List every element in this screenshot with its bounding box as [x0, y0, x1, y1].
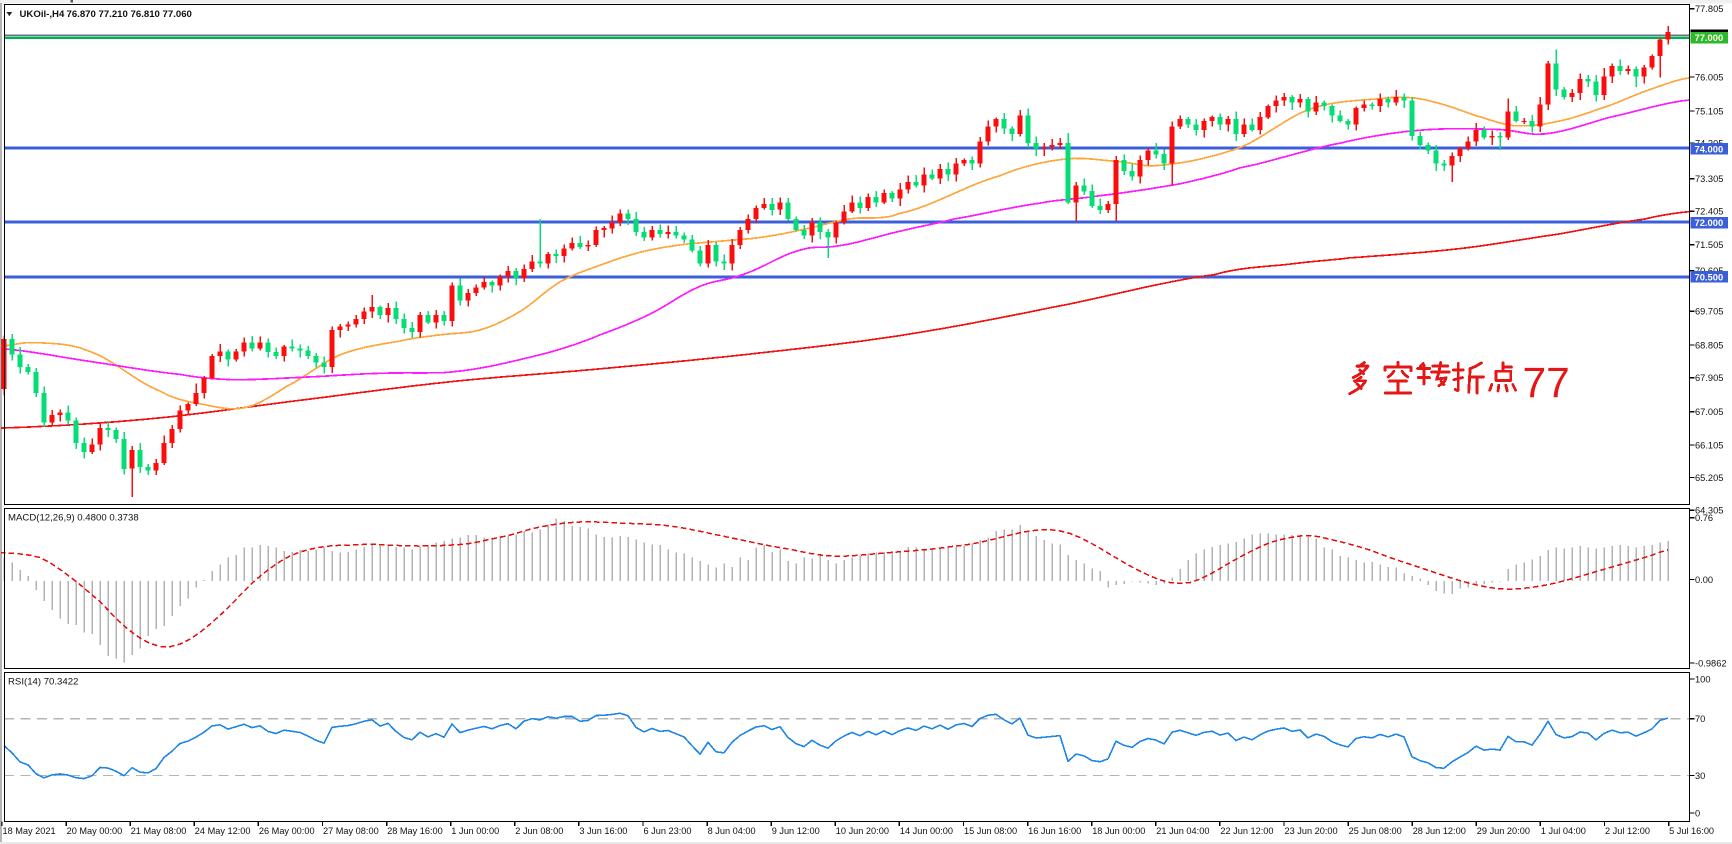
svg-text:76.005: 76.005 — [1695, 72, 1723, 82]
svg-text:22 Jun 12:00: 22 Jun 12:00 — [1220, 826, 1273, 836]
svg-text:23 Jun 20:00: 23 Jun 20:00 — [1285, 826, 1338, 836]
svg-text:26 May 00:00: 26 May 00:00 — [259, 826, 315, 836]
svg-text:74.000: 74.000 — [1695, 144, 1724, 155]
svg-text:73.305: 73.305 — [1695, 174, 1723, 184]
svg-text:2 Jun 08:00: 2 Jun 08:00 — [515, 826, 563, 836]
svg-text:75.105: 75.105 — [1695, 106, 1723, 116]
svg-text:6 Jun 23:00: 6 Jun 23:00 — [644, 826, 692, 836]
svg-text:21 Jun 04:00: 21 Jun 04:00 — [1156, 826, 1209, 836]
svg-text:70: 70 — [1695, 714, 1705, 724]
svg-text:77.805: 77.805 — [1695, 4, 1723, 14]
svg-text:1 Jun 00:00: 1 Jun 00:00 — [451, 826, 499, 836]
svg-text:70.500: 70.500 — [1695, 272, 1724, 283]
svg-text:18 May 2021: 18 May 2021 — [3, 826, 56, 836]
svg-text:77: 77 — [1523, 360, 1570, 407]
svg-text:76.870 77.210 76.810 77.060: 76.870 77.210 76.810 77.060 — [67, 9, 192, 20]
svg-text:-0.9862: -0.9862 — [1695, 658, 1727, 668]
svg-text:67.005: 67.005 — [1695, 407, 1723, 417]
svg-text:9 Jun 12:00: 9 Jun 12:00 — [772, 826, 820, 836]
svg-text:30: 30 — [1695, 771, 1705, 781]
svg-text:1 Jul 04:00: 1 Jul 04:00 — [1541, 826, 1586, 836]
svg-text:71.505: 71.505 — [1695, 240, 1723, 250]
svg-text:24 May 12:00: 24 May 12:00 — [195, 826, 251, 836]
svg-text:3 Jun 16:00: 3 Jun 16:00 — [579, 826, 627, 836]
svg-text:66.105: 66.105 — [1695, 440, 1723, 450]
svg-text:65.205: 65.205 — [1695, 473, 1723, 483]
svg-text:77.000: 77.000 — [1695, 32, 1724, 43]
svg-text:27 May 08:00: 27 May 08:00 — [323, 826, 379, 836]
svg-text:5 Jul 16:00: 5 Jul 16:00 — [1669, 826, 1714, 836]
svg-text:15 Jun 08:00: 15 Jun 08:00 — [964, 826, 1017, 836]
svg-text:18 Jun 00:00: 18 Jun 00:00 — [1092, 826, 1145, 836]
svg-text:20 May 00:00: 20 May 00:00 — [67, 826, 123, 836]
svg-text:64.305: 64.305 — [1695, 506, 1723, 516]
svg-text:25 Jun 08:00: 25 Jun 08:00 — [1349, 826, 1402, 836]
svg-text:10 Jun 20:00: 10 Jun 20:00 — [836, 826, 889, 836]
svg-text:0.00: 0.00 — [1695, 575, 1713, 585]
svg-text:70.605: 70.605 — [1695, 266, 1723, 276]
svg-text:69.705: 69.705 — [1695, 307, 1723, 317]
svg-text:14 Jun 00:00: 14 Jun 00:00 — [900, 826, 953, 836]
svg-text:0.76: 0.76 — [1695, 513, 1713, 523]
svg-text:MACD(12,26,9) 0.4800 0.3738: MACD(12,26,9) 0.4800 0.3738 — [8, 513, 139, 524]
svg-text:68.805: 68.805 — [1695, 340, 1723, 350]
svg-text:67.905: 67.905 — [1695, 373, 1723, 383]
svg-text:2 Jul 12:00: 2 Jul 12:00 — [1605, 826, 1650, 836]
svg-text:72.000: 72.000 — [1695, 217, 1724, 228]
svg-text:72.405: 72.405 — [1695, 207, 1723, 217]
svg-text:28 May 16:00: 28 May 16:00 — [387, 826, 443, 836]
svg-text:29 Jun 20:00: 29 Jun 20:00 — [1477, 826, 1530, 836]
svg-text:RSI(14) 70.3422: RSI(14) 70.3422 — [8, 677, 78, 688]
svg-text:8 Jun 04:00: 8 Jun 04:00 — [708, 826, 756, 836]
svg-text:16 Jun 16:00: 16 Jun 16:00 — [1028, 826, 1081, 836]
svg-text:0: 0 — [1695, 808, 1700, 818]
svg-text:28 Jun 12:00: 28 Jun 12:00 — [1413, 826, 1466, 836]
svg-text:UKOil-,H4: UKOil-,H4 — [20, 9, 65, 20]
svg-text:21 May 08:00: 21 May 08:00 — [131, 826, 187, 836]
svg-text:100: 100 — [1695, 674, 1711, 684]
